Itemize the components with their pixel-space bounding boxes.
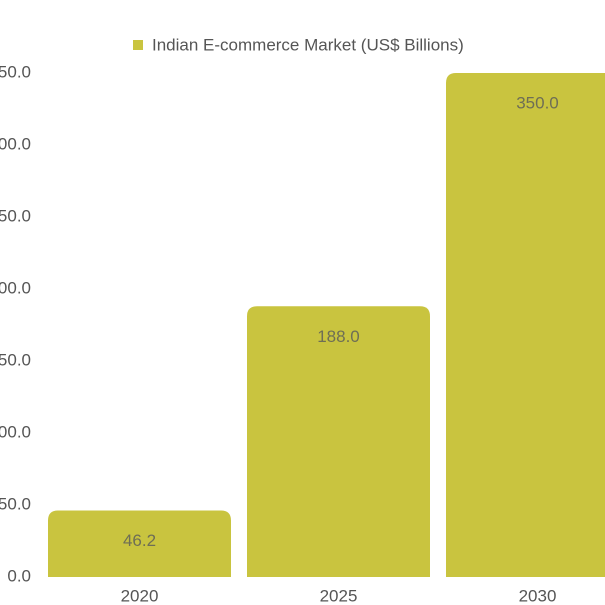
legend-marker xyxy=(133,40,143,50)
x-tick-label: 2030 xyxy=(519,586,557,605)
legend-label: Indian E-commerce Market (US$ Billions) xyxy=(152,35,464,54)
y-tick-label: 350.0 xyxy=(0,62,31,81)
y-tick-label: 250.0 xyxy=(0,206,31,225)
bar xyxy=(48,510,231,577)
bar xyxy=(446,73,605,577)
value-label: 46.2 xyxy=(123,531,156,550)
y-tick-label: 50.0 xyxy=(0,494,31,513)
value-label: 188.0 xyxy=(317,327,360,346)
value-label: 350.0 xyxy=(516,93,559,112)
y-tick-label: 150.0 xyxy=(0,350,31,369)
y-tick-label: 100.0 xyxy=(0,422,31,441)
y-tick-label: 200.0 xyxy=(0,278,31,297)
y-tick-label: 300.0 xyxy=(0,134,31,153)
y-tick-label: 0.0 xyxy=(7,566,31,585)
x-tick-label: 2025 xyxy=(320,586,358,605)
x-tick-label: 2020 xyxy=(121,586,159,605)
bar xyxy=(247,306,430,577)
